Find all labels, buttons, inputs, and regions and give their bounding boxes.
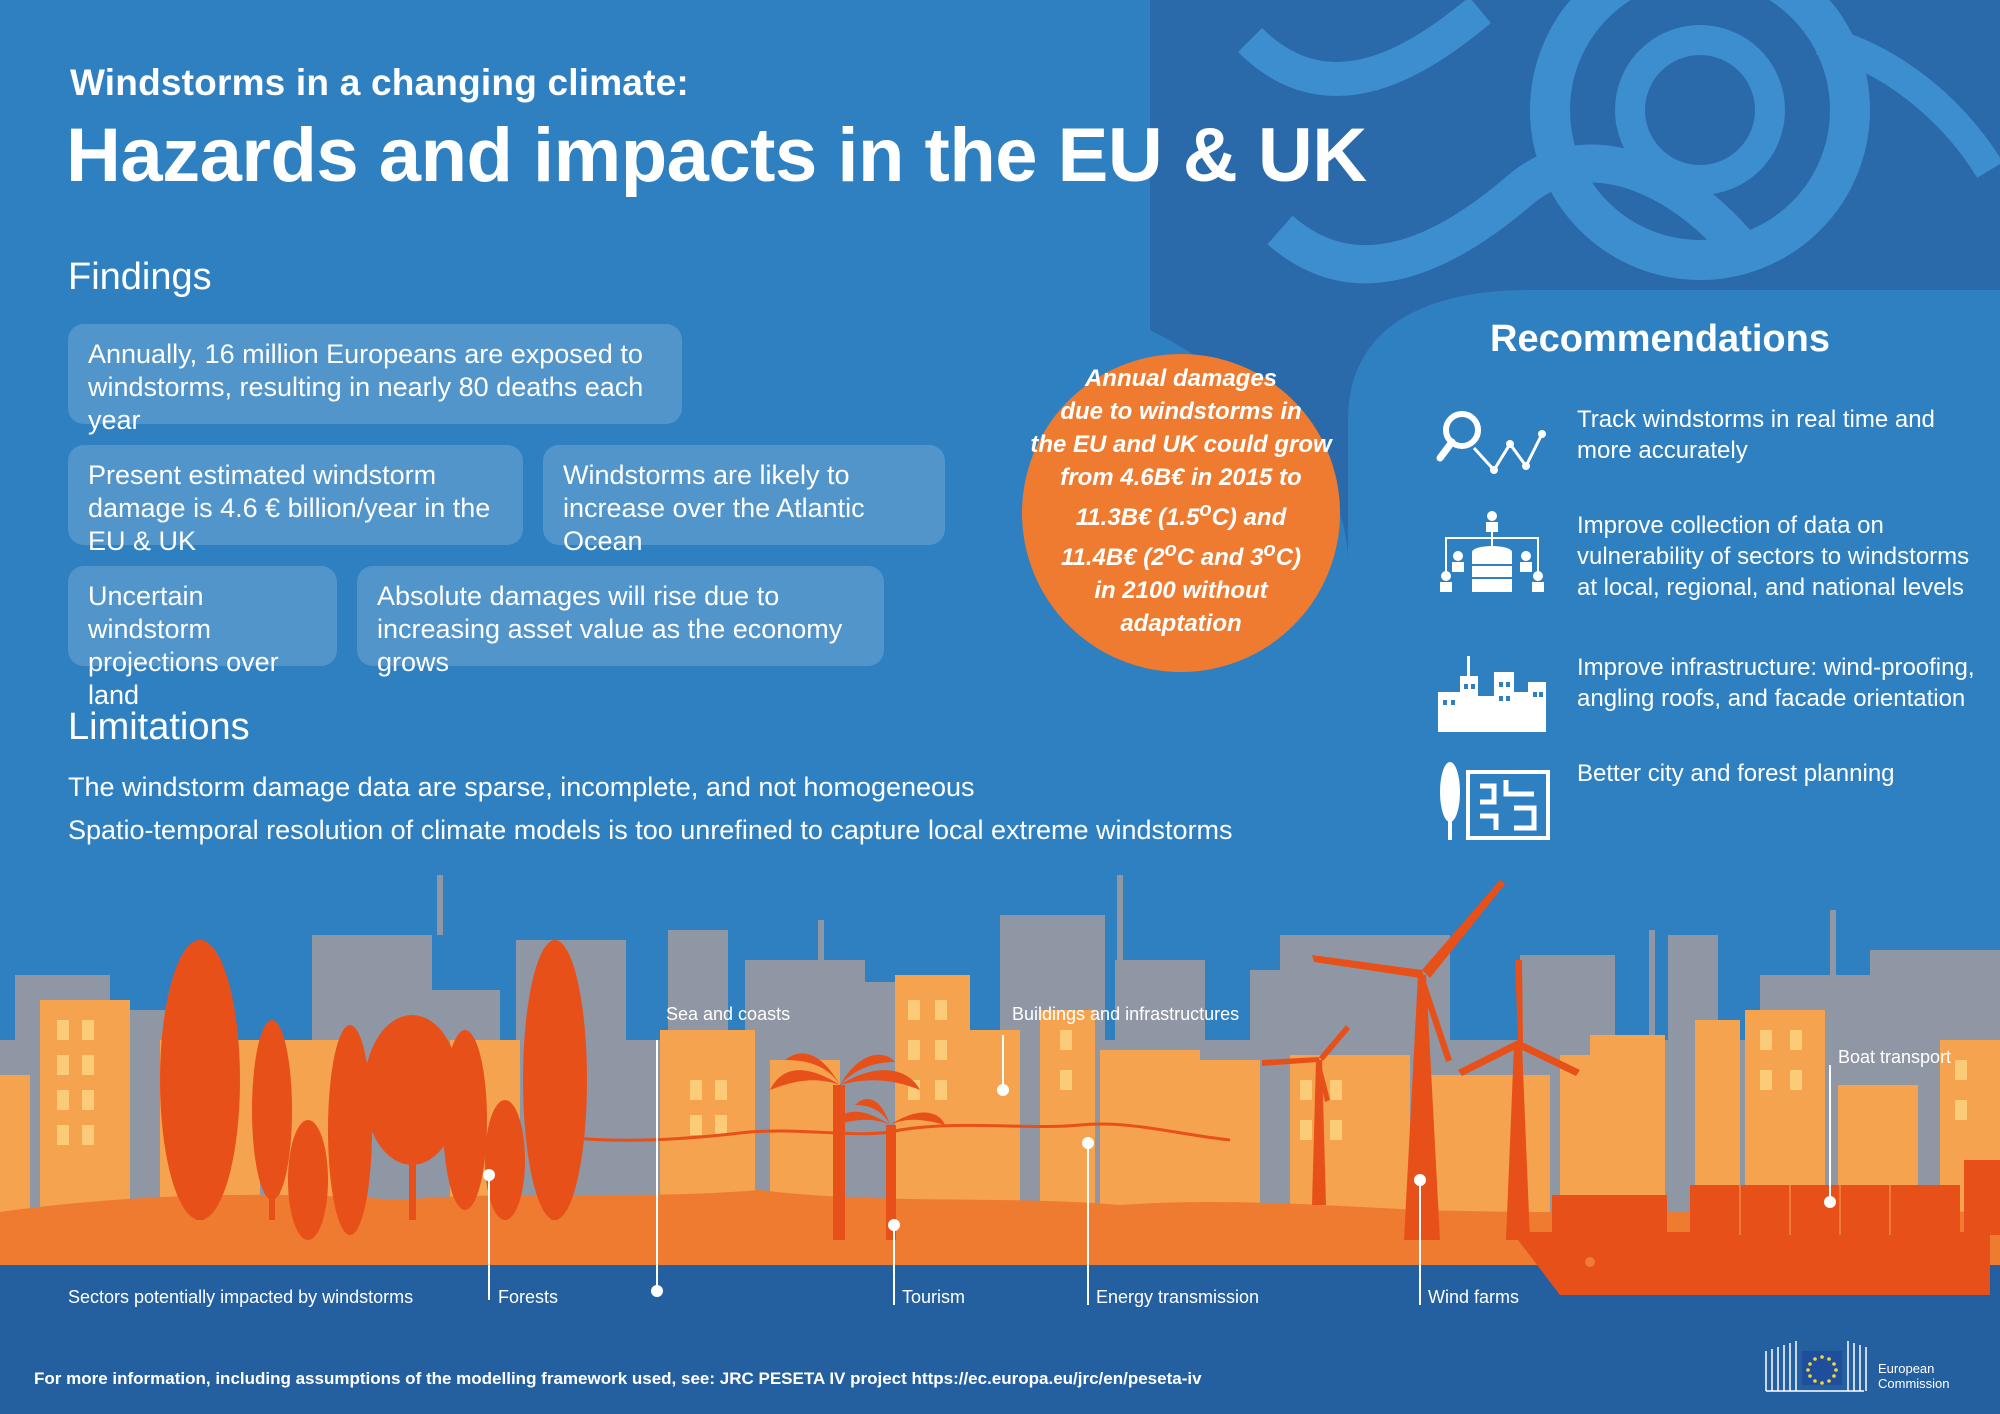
subtitle: Windstorms in a changing climate: — [70, 62, 689, 103]
sector-label-tourism: Tourism — [902, 1287, 966, 1307]
logo-text: European Commission — [1878, 1361, 1950, 1391]
highlight-line: Annual damages — [1084, 365, 1278, 392]
sector-label-boat: Boat transport — [1838, 1047, 1952, 1067]
sector-leader-lines — [483, 1035, 1836, 1305]
sectors-intro-label: Sectors potentially impacted by windstor… — [68, 1287, 414, 1307]
recommendation-text: Improve collection of data on vulnerabil… — [1577, 512, 1970, 601]
highlight-line: 11.4B€ (2oC and 3oC) — [1060, 539, 1302, 571]
finding-box-damage: Present estimated windstorm damage is 4.… — [68, 445, 523, 556]
finding-box-uncertain: Uncertain windstorm projections over lan… — [68, 566, 337, 710]
finding-box-exposure: Annually, 16 million Europeans are expos… — [68, 324, 682, 435]
cargo-ship — [1512, 1160, 2000, 1295]
highlight-line: due to windstorms in — [1060, 398, 1302, 425]
findings-heading: Findings — [68, 256, 212, 298]
limitations-heading: Limitations — [68, 706, 250, 748]
footer-source-note: For more information, including assumpti… — [34, 1369, 1202, 1388]
building-windows — [57, 1000, 1967, 1145]
finding-box-atlantic: Windstorms are likely to increase over t… — [543, 445, 945, 556]
recommendation-item: Track windstorms in real time and more a… — [1434, 404, 1974, 504]
logo-line-1: European — [1878, 1361, 1935, 1376]
highlight-line: 11.3B€ (1.5oC) and — [1075, 499, 1287, 531]
limitation-item: The windstorm damage data are sparse, in… — [68, 772, 975, 802]
highlight-line: from 4.6B€ in 2015 to — [1060, 464, 1302, 491]
recommendation-text: Better city and forest planning — [1577, 760, 1895, 787]
sector-label-wind: Wind farms — [1428, 1287, 1520, 1307]
sector-label-sea: Sea and coasts — [666, 1004, 791, 1024]
recommendation-text: Improve infrastructure: wind-proofing, a… — [1577, 654, 1975, 712]
city-forest-planning-icon — [1440, 762, 1550, 840]
highlight-line: the EU and UK could grow — [1030, 431, 1332, 458]
highlight-line: adaptation — [1120, 610, 1242, 637]
recommendations-heading: Recommendations — [1490, 318, 1830, 360]
tracking-magnifier-icon — [1436, 411, 1546, 474]
highlight-line: in 2100 without — [1094, 577, 1268, 604]
recommendation-text: Track windstorms in real time and more a… — [1577, 406, 1935, 464]
sector-label-forests: Forests — [498, 1287, 559, 1307]
logo-line-2: Commission — [1878, 1376, 1950, 1391]
sector-label-buildings: Buildings and infrastructures — [1012, 1004, 1240, 1024]
data-collection-icon — [1440, 511, 1544, 592]
finding-box-asset-value: Absolute damages will rise due to increa… — [357, 566, 884, 677]
page-title: Hazards and impacts in the EU & UK — [66, 113, 1367, 198]
power-line — [539, 1122, 1231, 1142]
sector-label-energy: Energy transmission — [1096, 1287, 1260, 1307]
recommendation-item: Improve collection of data on vulnerabil… — [1434, 510, 1974, 610]
highlight-text: Annual damages due to windstorms in the … — [1022, 362, 1340, 640]
limitation-item: Spatio-temporal resolution of climate mo… — [68, 815, 1233, 845]
recommendation-item: Better city and forest planning — [1434, 758, 1974, 858]
wind-turbines — [1262, 880, 1580, 1240]
recommendation-item: Improve infrastructure: wind-proofing, a… — [1434, 652, 1975, 752]
highlight-circle — [1022, 354, 1340, 672]
city-buildings-icon — [1438, 656, 1546, 732]
forest-trees — [160, 940, 587, 1240]
european-commission-logo — [1765, 1341, 1867, 1392]
palm-trees — [770, 1053, 945, 1240]
